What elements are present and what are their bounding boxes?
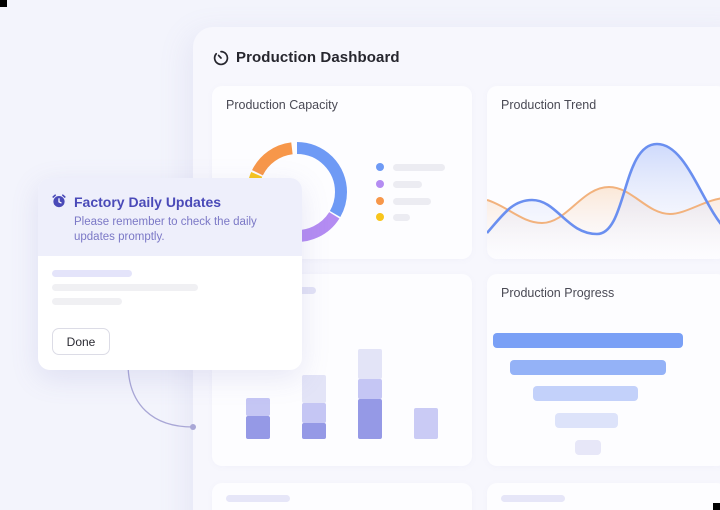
dashboard-header: Production Dashboard — [213, 49, 400, 66]
card-title: Production Trend — [501, 98, 597, 112]
legend-label-placeholder — [393, 213, 410, 221]
alarm-clock-icon — [52, 194, 66, 208]
progress-card: Production Progress — [487, 274, 720, 466]
notification-title: Factory Daily Updates — [74, 194, 222, 210]
legend-item — [376, 197, 431, 205]
legend-label-placeholder — [393, 197, 431, 205]
legend-label-placeholder — [393, 163, 445, 171]
legend-item — [376, 180, 422, 188]
trend-card: Production Trend — [487, 86, 720, 259]
card-title-placeholder — [501, 495, 565, 502]
content-placeholder — [52, 284, 198, 291]
timer-icon — [213, 50, 229, 65]
legend-label-placeholder — [393, 180, 422, 188]
card-title: Production Progress — [501, 286, 615, 300]
notification-card: Factory Daily Updates Please remember to… — [38, 178, 302, 370]
corner-marker — [0, 0, 7, 7]
card-title-placeholder — [226, 495, 290, 502]
done-button[interactable]: Done — [52, 328, 110, 355]
legend-dot — [376, 197, 384, 205]
card-title: Production Capacity — [226, 98, 338, 112]
trend-line-chart — [487, 142, 720, 259]
bottom-card-left — [212, 483, 472, 510]
content-placeholder — [52, 270, 132, 277]
page-title: Production Dashboard — [236, 49, 400, 66]
content-placeholder — [52, 298, 122, 305]
legend-item — [376, 213, 410, 221]
bottom-card-right — [487, 483, 720, 510]
legend-item — [376, 163, 445, 171]
bar-chart-card — [212, 274, 472, 466]
legend-dot — [376, 163, 384, 171]
legend-dot — [376, 213, 384, 221]
corner-marker — [713, 503, 720, 510]
legend-dot — [376, 180, 384, 188]
notification-header: Factory Daily Updates Please remember to… — [38, 178, 302, 256]
notification-message: Please remember to check the daily updat… — [74, 216, 257, 243]
